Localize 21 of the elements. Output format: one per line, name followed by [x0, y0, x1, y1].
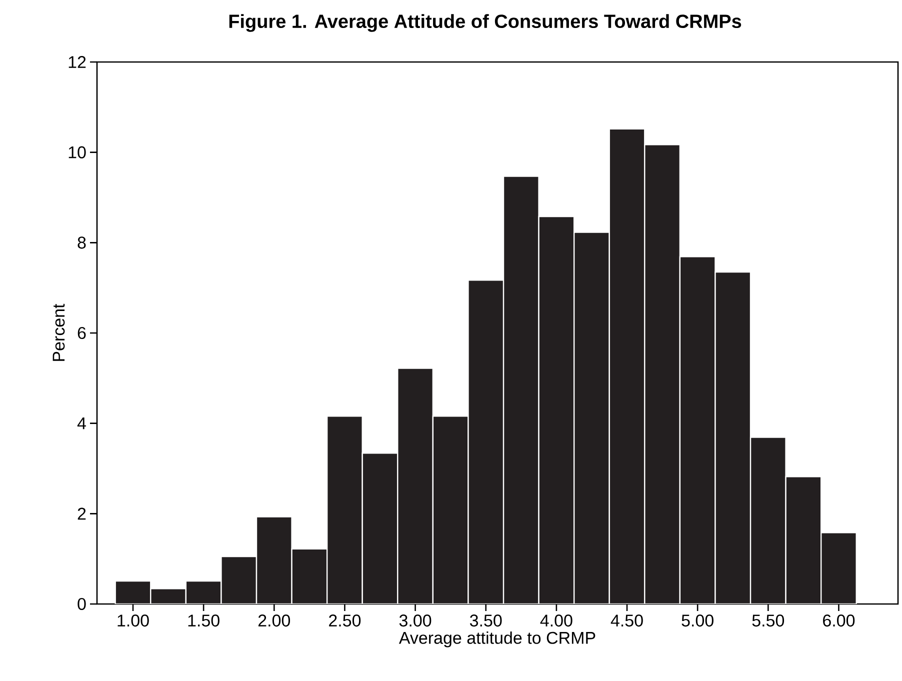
x-tick-label: 1.50 — [188, 614, 220, 627]
x-tick-label: 5.00 — [682, 614, 714, 627]
y-tick-label: 0 — [78, 598, 86, 610]
x-tick-label: 4.50 — [610, 614, 643, 627]
x-tick-label: 2.50 — [329, 614, 361, 627]
y-tick-label: 10 — [68, 146, 86, 158]
x-tick-label: 3.50 — [470, 614, 502, 627]
x-tick-label: 3.00 — [399, 614, 432, 627]
x-tick-label: 5.50 — [752, 614, 784, 627]
y-tick-label: 8 — [78, 236, 86, 249]
x-axis-title: Average attitude to CRMP — [398, 631, 596, 648]
y-tick-label: 12 — [68, 56, 86, 68]
y-tick-label: 6 — [78, 326, 86, 340]
x-tick-label: 6.00 — [823, 614, 855, 627]
y-tick-label: 2 — [78, 508, 86, 520]
x-tick-label: 1.00 — [118, 614, 149, 627]
chart-title: Figure 1. Average Attitude of Consumers Toward CRMPs — [229, 14, 742, 32]
x-tick-label: 2.00 — [258, 614, 290, 627]
x-tick-label: 4.00 — [540, 614, 572, 627]
y-tick-label: 4 — [77, 417, 86, 430]
y-axis-title: Percent — [52, 304, 65, 361]
